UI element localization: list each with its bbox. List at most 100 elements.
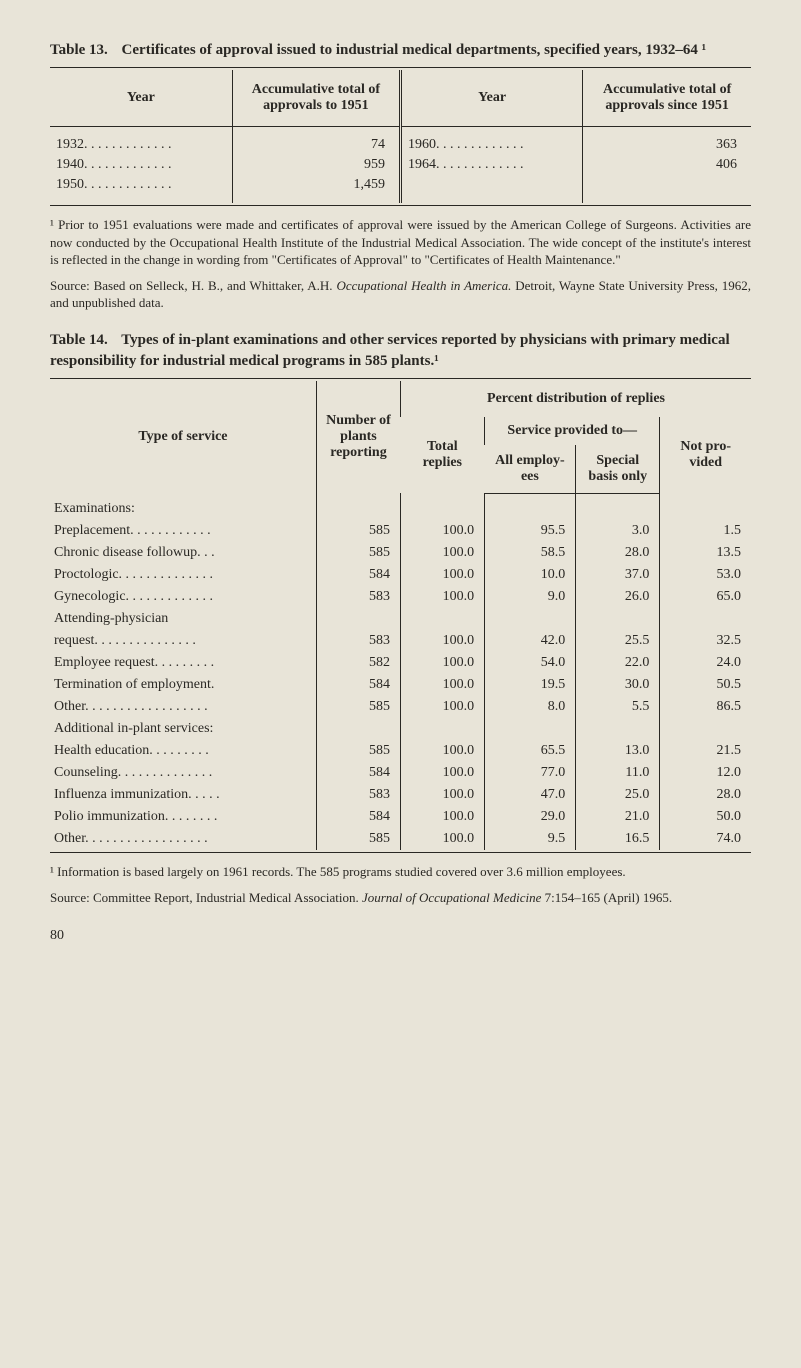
- table13-title-text: Certificates of approval issued to indus…: [122, 42, 707, 58]
- t13-col-year-a: Year: [50, 70, 232, 127]
- t14-empty-cell: [660, 718, 751, 740]
- t14-section-heading: Additional in-plant services:: [50, 718, 316, 740]
- t13-year-b: [400, 175, 582, 203]
- table-row: 1932. . . . . . . . . . . . .741960. . .…: [50, 127, 751, 156]
- t14-cell-sp: [576, 608, 660, 630]
- t14-empty-cell: [316, 718, 400, 740]
- table14-title-label: Table 14.: [50, 332, 108, 348]
- t14-cell-n: 582: [316, 652, 400, 674]
- t14-empty-cell: [576, 718, 660, 740]
- t14-cell-n: 585: [316, 740, 400, 762]
- table13-source: Source: Based on Selleck, H. B., and Whi…: [50, 277, 751, 312]
- t13-year-b: 1964. . . . . . . . . . . . .: [400, 155, 582, 175]
- table14-source-prefix: Source: Committee Report, Industrial Med…: [50, 890, 362, 905]
- table-row: Other. . . . . . . . . . . . . . . . . .…: [50, 828, 751, 850]
- t14-cell-n: 583: [316, 784, 400, 806]
- t14-cell-sp: 21.0: [576, 806, 660, 828]
- t14-cell-total: 100.0: [401, 762, 485, 784]
- t14-cell-all: 54.0: [485, 652, 576, 674]
- t14-cell-n: 584: [316, 674, 400, 696]
- t14-row-label: Gynecologic. . . . . . . . . . . . .: [50, 586, 316, 608]
- t14-section-heading-row: Examinations:: [50, 493, 751, 520]
- t14-row-label: Employee request. . . . . . . . .: [50, 652, 316, 674]
- t14-cell-all: 42.0: [485, 630, 576, 652]
- t14-cell-sp: 13.0: [576, 740, 660, 762]
- t14-col-total: Total replies: [401, 417, 485, 494]
- t14-cell-np: 1.5: [660, 520, 751, 542]
- t13-col-acc-a: Accumulative total of approvals to 1951: [232, 70, 400, 127]
- table14-top-rule: [50, 378, 751, 379]
- t13-acc-b: 363: [583, 127, 751, 156]
- t14-cell-total: 100.0: [401, 520, 485, 542]
- t14-cell-total: 100.0: [401, 564, 485, 586]
- t14-cell-total: 100.0: [401, 586, 485, 608]
- t14-cell-total: 100.0: [401, 784, 485, 806]
- t14-cell-np: 50.0: [660, 806, 751, 828]
- t14-row-label: request. . . . . . . . . . . . . . .: [50, 630, 316, 652]
- table13-footnote: ¹ Prior to 1951 evaluations were made an…: [50, 216, 751, 269]
- t14-cell-np: 65.0: [660, 586, 751, 608]
- t14-cell-all: 8.0: [485, 696, 576, 718]
- t13-acc-b: 406: [583, 155, 751, 175]
- t14-cell-n: 584: [316, 762, 400, 784]
- t14-cell-np: 53.0: [660, 564, 751, 586]
- table13-bottom-rule: [50, 205, 751, 206]
- t13-col-acc-b: Accumulative total of approvals since 19…: [583, 70, 751, 127]
- table-row: Termination of employment.584100.019.530…: [50, 674, 751, 696]
- t14-empty-cell: [316, 493, 400, 520]
- t13-acc-a: 959: [232, 155, 400, 175]
- t14-empty-cell: [485, 718, 576, 740]
- t14-row-label: Attending-physician: [50, 608, 316, 630]
- t14-row-label: Polio immunization. . . . . . . .: [50, 806, 316, 828]
- table14-source: Source: Committee Report, Industrial Med…: [50, 889, 751, 907]
- t14-cell-sp: 5.5: [576, 696, 660, 718]
- t14-cell-np: 32.5: [660, 630, 751, 652]
- table13-top-rule: [50, 67, 751, 68]
- t14-cell-total: [401, 608, 485, 630]
- t14-row-label: Health education. . . . . . . . .: [50, 740, 316, 762]
- t14-cell-np: 74.0: [660, 828, 751, 850]
- t13-year-a: 1950. . . . . . . . . . . . .: [50, 175, 232, 203]
- table-row: 1940. . . . . . . . . . . . .9591964. . …: [50, 155, 751, 175]
- t14-cell-total: 100.0: [401, 740, 485, 762]
- t14-col-number: Number of plants reporting: [316, 381, 400, 494]
- t14-cell-sp: 16.5: [576, 828, 660, 850]
- t14-cell-total: 100.0: [401, 696, 485, 718]
- t13-acc-b: [583, 175, 751, 203]
- t14-empty-cell: [485, 493, 576, 520]
- table13-source-italic: Occupational Health in America.: [336, 278, 511, 293]
- t14-cell-total: 100.0: [401, 806, 485, 828]
- table14-footnote: ¹ Information is based largely on 1961 r…: [50, 863, 751, 881]
- t14-cell-all: 29.0: [485, 806, 576, 828]
- t14-cell-total: 100.0: [401, 674, 485, 696]
- table13-title: Table 13. Certificates of approval issue…: [50, 40, 751, 61]
- table-row: Attending-physician: [50, 608, 751, 630]
- t13-year-b: 1960. . . . . . . . . . . . .: [400, 127, 582, 156]
- t14-empty-cell: [576, 493, 660, 520]
- t14-cell-all: 19.5: [485, 674, 576, 696]
- t14-cell-n: [316, 608, 400, 630]
- t14-col-not-provided: Not pro- vided: [660, 417, 751, 494]
- table-row: Preplacement. . . . . . . . . . . .58510…: [50, 520, 751, 542]
- t14-cell-np: 50.5: [660, 674, 751, 696]
- table-row: Employee request. . . . . . . . .582100.…: [50, 652, 751, 674]
- t14-cell-sp: 3.0: [576, 520, 660, 542]
- t14-cell-np: 28.0: [660, 784, 751, 806]
- t14-cell-n: 585: [316, 542, 400, 564]
- table14-bottom-rule: [50, 852, 751, 853]
- t14-cell-np: 24.0: [660, 652, 751, 674]
- t14-cell-all: 58.5: [485, 542, 576, 564]
- t14-cell-np: 12.0: [660, 762, 751, 784]
- t13-year-a: 1932. . . . . . . . . . . . .: [50, 127, 232, 156]
- table13: Year Accumulative total of approvals to …: [50, 70, 751, 203]
- t14-row-label: Preplacement. . . . . . . . . . . .: [50, 520, 316, 542]
- t14-cell-n: 584: [316, 806, 400, 828]
- table14-title-text: Types of in-plant examinations and other…: [50, 332, 730, 369]
- table-row: Proctologic. . . . . . . . . . . . . .58…: [50, 564, 751, 586]
- t14-cell-n: 583: [316, 586, 400, 608]
- table-row: Gynecologic. . . . . . . . . . . . .5831…: [50, 586, 751, 608]
- table14-title: Table 14. Types of in-plant examinations…: [50, 330, 751, 372]
- t14-cell-total: 100.0: [401, 542, 485, 564]
- t14-cell-all: 10.0: [485, 564, 576, 586]
- table-row: Influenza immunization. . . . .583100.04…: [50, 784, 751, 806]
